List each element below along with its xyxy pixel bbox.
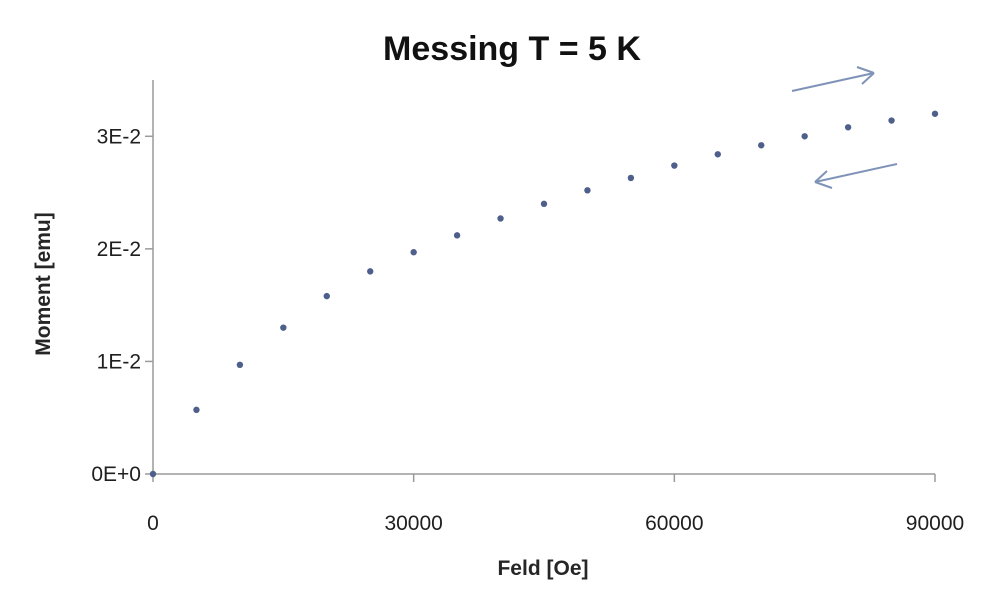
y-tick-label: 0E+0	[91, 463, 141, 486]
data-point	[323, 292, 330, 300]
data-point	[453, 232, 461, 239]
data-point	[149, 470, 157, 478]
data-point	[497, 215, 504, 222]
data-point	[844, 124, 852, 131]
data-point	[801, 133, 808, 140]
y-axis-title: Moment [emu]	[32, 212, 55, 356]
arrow-right-annotation	[791, 66, 875, 92]
x-tick-label: 0	[147, 512, 159, 535]
data-point	[888, 117, 895, 124]
x-tick-label: 30000	[384, 512, 442, 535]
data-point	[280, 324, 287, 331]
data-points	[149, 110, 939, 478]
x-tick-label: 60000	[645, 512, 703, 535]
arrow-left-annotation	[814, 163, 898, 189]
data-point	[540, 200, 548, 208]
x-tick-label: 90000	[906, 512, 964, 535]
data-point	[193, 406, 200, 414]
chart-title: Messing T = 5 K	[383, 30, 641, 68]
data-point	[236, 361, 244, 369]
y-tick-label: 3E-2	[97, 125, 141, 148]
y-tick-label: 1E-2	[97, 350, 141, 373]
data-point	[627, 174, 635, 182]
x-tick-group: 0 30000 60000 90000	[147, 474, 964, 535]
data-point	[931, 110, 939, 117]
data-point	[671, 162, 678, 169]
data-point	[410, 249, 417, 256]
data-point	[758, 142, 765, 149]
data-point	[714, 151, 721, 158]
x-axis-title: Feld [Oe]	[497, 557, 588, 580]
y-tick-group: 0E+0 1E-2 2E-2 3E-2	[91, 125, 153, 486]
data-point	[584, 187, 591, 194]
data-point	[367, 268, 374, 275]
y-tick-label: 2E-2	[97, 238, 141, 261]
